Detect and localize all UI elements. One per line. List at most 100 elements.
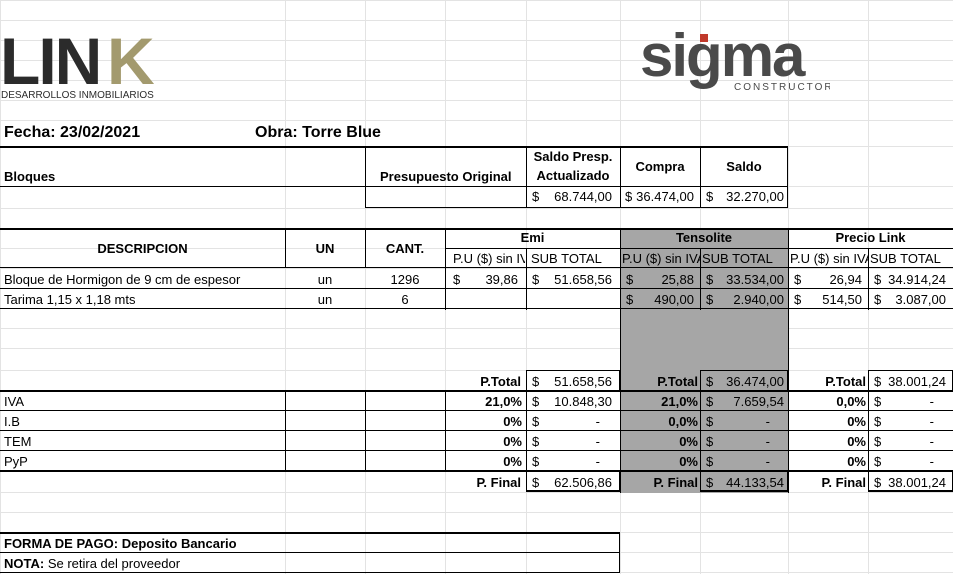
currency-symbol: $ [874, 292, 882, 307]
tensolite-tax-value: - [765, 454, 770, 469]
emi-tax-value: - [595, 414, 600, 429]
tensolite-pu-header: P.U ($) sin IVA [622, 251, 700, 266]
tensolite-tax-value: - [765, 414, 770, 429]
tensolite-pfinal-value: 44.133,54 [726, 475, 784, 490]
border-line [868, 248, 869, 310]
svg-text:sigma: sigma [640, 26, 806, 89]
link-pfinal-value: 38.001,24 [888, 475, 946, 490]
currency-symbol: $ [874, 394, 882, 409]
emi-tax-value: 10.848,30 [554, 394, 612, 409]
tensolite-tax-pct: 0% [679, 454, 698, 469]
currency-symbol: $ [532, 434, 540, 449]
tensolite-tax-pct: 0% [679, 434, 698, 449]
border-line [0, 450, 953, 451]
currency-symbol: $ [626, 272, 634, 287]
row-description: Bloque de Hormigon de 9 cm de espesor [4, 272, 241, 287]
svg-text:CONSTRUCTORA: CONSTRUCTORA [734, 82, 830, 93]
link-tax-value: - [929, 414, 934, 429]
svg-text:DESARROLLOS INMOBILIARIOS: DESARROLLOS INMOBILIARIOS [1, 90, 154, 100]
gridline [0, 328, 953, 329]
gridline [0, 0, 953, 1]
tax-name: TEM [4, 434, 32, 449]
border-line [788, 228, 789, 493]
tensolite-tax-pct: 0,0% [668, 414, 698, 429]
border-line [0, 267, 953, 268]
link-subtotal-header: SUB TOTAL [870, 251, 941, 266]
gridline [0, 60, 953, 61]
saldo-presp-label-1: Saldo Presp. [533, 149, 613, 164]
border-line [0, 228, 953, 230]
nota-text: Se retira del proveedor [44, 556, 181, 571]
border-line [0, 552, 620, 553]
tensolite-subtotal-value: 2.940,00 [733, 292, 784, 307]
border-line [868, 470, 869, 492]
link-pu-value: 26,94 [829, 272, 862, 287]
gridline [285, 0, 286, 574]
svg-text:LIN: LIN [0, 28, 100, 98]
currency-symbol: $ [706, 454, 714, 469]
tensolite-pu-value: 490,00 [654, 292, 694, 307]
link-subtotal-value: 34.914,24 [888, 272, 946, 287]
border-line [0, 572, 620, 573]
link-tax-value: - [929, 434, 934, 449]
currency-symbol: $ [626, 292, 634, 307]
link-tax-pct: 0,0% [836, 394, 866, 409]
currency-symbol: $ [706, 434, 714, 449]
border-line [285, 228, 286, 268]
border-line [620, 146, 621, 208]
currency-symbol: $ [532, 414, 540, 429]
precio-link-header: Precio Link [835, 230, 906, 245]
border-line [868, 370, 869, 390]
row-quantity: 1296 [390, 272, 420, 287]
link-ptotal-value: 38.001,24 [888, 374, 946, 389]
emi-tax-pct: 21,0% [485, 394, 522, 409]
tensolite-shaded-column [620, 228, 788, 493]
link-tax-pct: 0% [847, 414, 866, 429]
border-line [526, 370, 527, 390]
link-pfinal-label: P. Final [821, 475, 866, 490]
border-line [868, 490, 953, 492]
emi-ptotal-label: P.Total [480, 374, 521, 389]
currency-symbol: $ [706, 272, 714, 287]
gridline [0, 370, 953, 371]
tensolite-header: Tensolite [675, 230, 733, 245]
cant-header: CANT. [385, 241, 425, 256]
border-line [526, 470, 527, 492]
gridline [0, 268, 953, 269]
currency-symbol: $ [706, 414, 714, 429]
emi-subtotal-value: 51.658,56 [554, 272, 612, 287]
compra-value: 36.474,00 [636, 189, 694, 204]
tensolite-ptotal-label: P.Total [657, 374, 698, 389]
link-subtotal-value: 3.087,00 [895, 292, 946, 307]
tax-name: PyP [4, 454, 28, 469]
saldo-presp-label-2: Actualizado [536, 168, 610, 183]
emi-pu-header: P.U ($) sin IVA [453, 251, 525, 266]
link-pu-value: 514,50 [822, 292, 862, 307]
border-line [0, 146, 788, 148]
currency-symbol: $ [874, 414, 882, 429]
border-line [700, 146, 701, 208]
tensolite-subtotal-header: SUB TOTAL [702, 251, 773, 266]
tensolite-subtotal-value: 33.534,00 [726, 272, 784, 287]
row-unit: un [317, 292, 333, 307]
emi-subtotal-header: SUB TOTAL [531, 251, 602, 266]
border-line [0, 410, 953, 411]
presupuesto-original-label: Presupuesto Original [380, 169, 512, 184]
tensolite-ptotal-value: 36.474,00 [726, 374, 784, 389]
border-line [620, 228, 621, 493]
nota: NOTA: Se retira del proveedor [4, 555, 180, 573]
border-line [0, 390, 953, 392]
row-description: Tarima 1,15 x 1,18 mts [4, 292, 136, 307]
border-line [445, 228, 446, 310]
tensolite-tax-value: 7.659,54 [733, 394, 784, 409]
emi-tax-pct: 0% [503, 434, 522, 449]
currency-symbol: $ [532, 272, 540, 287]
border-line [526, 146, 527, 208]
row-unit: un [317, 272, 333, 287]
tensolite-pu-value: 25,88 [661, 272, 694, 287]
saldo-presp-value: 68.744,00 [554, 189, 612, 204]
border-line [787, 470, 788, 492]
currency-symbol: $ [532, 454, 540, 469]
gridline [365, 0, 366, 574]
emi-pu-value: 39,86 [485, 272, 518, 287]
